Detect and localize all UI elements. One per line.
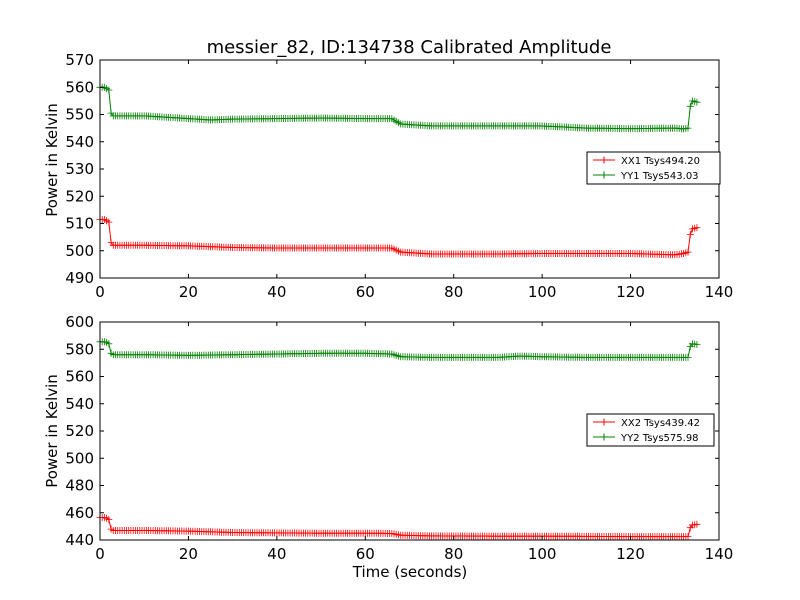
x-tick-label: 120 xyxy=(616,545,645,563)
y-tick-label: 560 xyxy=(65,78,94,96)
x-tick-label: 40 xyxy=(267,283,286,301)
x-tick-label: 140 xyxy=(705,545,734,563)
bottom-xlabel: Time (seconds) xyxy=(352,563,468,581)
x-tick-label: 60 xyxy=(356,545,375,563)
y-tick-label: 440 xyxy=(65,531,94,549)
x-tick-label: 100 xyxy=(528,283,557,301)
x-tick-label: 60 xyxy=(356,283,375,301)
y-tick-label: 550 xyxy=(65,106,94,124)
legend-marker xyxy=(600,156,608,164)
x-tick-label: 20 xyxy=(179,545,198,563)
x-tick-label: 100 xyxy=(528,545,557,563)
top-legend: XX1 Tsys494.20 YY1 Tsys543.03 xyxy=(586,151,721,185)
legend-marker xyxy=(600,418,608,426)
x-tick-label: 80 xyxy=(444,545,463,563)
y-tick-label: 520 xyxy=(65,422,94,440)
bottom-plot-frame xyxy=(99,321,720,541)
legend-box xyxy=(586,151,721,185)
bottom-legend: XX2 Tsys439.42 YY2 Tsys575.98 xyxy=(586,413,715,447)
y-tick-label: 520 xyxy=(65,187,94,205)
y-tick-label: 490 xyxy=(65,269,94,287)
y-tick-label: 460 xyxy=(65,504,94,522)
chart-title: messier_82, ID:134738 Calibrated Amplitu… xyxy=(207,37,612,58)
y-tick-label: 560 xyxy=(65,368,94,386)
bottom-ylabel: Power in Kelvin xyxy=(43,374,61,488)
legend-label: YY2 Tsys575.98 xyxy=(620,433,699,444)
x-tick-label: 120 xyxy=(616,283,645,301)
top-ylabel: Power in Kelvin xyxy=(43,103,61,217)
bottom-panel: Power in Kelvin Time (seconds) 0 20 40 60 80… xyxy=(43,313,733,581)
y-tick-label: 500 xyxy=(65,242,94,260)
y-tick-label: 570 xyxy=(65,51,94,69)
legend-marker xyxy=(600,433,608,441)
y-tick-label: 500 xyxy=(65,449,94,467)
y-tick-label: 580 xyxy=(65,340,94,358)
x-tick-label: 0 xyxy=(95,545,105,563)
x-tick-label: 40 xyxy=(267,545,286,563)
y-tick-label: 600 xyxy=(65,313,94,331)
bottom-ticks: 0 20 40 60 80 100 120 140 440 460 480 500 520 540 560 5… xyxy=(65,313,733,563)
y-tick-label: 510 xyxy=(65,215,94,233)
x-tick-label: 0 xyxy=(95,283,105,301)
legend-label: YY1 Tsys543.03 xyxy=(620,171,699,182)
legend-label: XX1 Tsys494.20 xyxy=(621,156,700,167)
legend-box xyxy=(586,413,715,447)
legend-label: XX2 Tsys439.42 xyxy=(621,418,700,429)
y-tick-label: 480 xyxy=(65,477,94,495)
y-tick-label: 530 xyxy=(65,160,94,178)
x-tick-label: 80 xyxy=(444,283,463,301)
top-ticks: 0 20 40 60 80 100 120 140 490 500 510 520 530 540 550 5… xyxy=(65,51,733,301)
top-panel: messier_82, ID:134738 Calibrated Amplitu… xyxy=(43,37,733,301)
y-tick-label: 540 xyxy=(65,133,94,151)
legend-marker xyxy=(600,171,608,179)
y-tick-label: 540 xyxy=(65,395,94,413)
x-tick-label: 140 xyxy=(705,283,734,301)
x-tick-label: 20 xyxy=(179,283,198,301)
